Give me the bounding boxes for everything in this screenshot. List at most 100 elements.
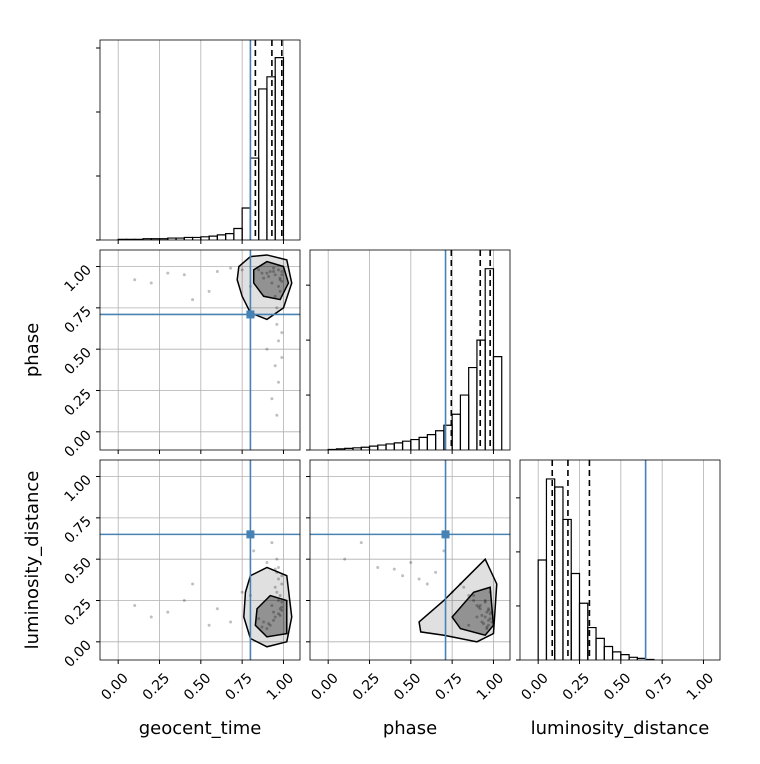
contour [451,586,495,637]
truth-marker [246,310,255,319]
sample-point [191,582,195,586]
histogram-bin [258,88,268,240]
sample-point [482,622,486,626]
sample-point [240,590,244,594]
sample-point [149,615,153,619]
sample-point [278,613,282,617]
histogram-bin [249,157,260,240]
sample-point [485,627,489,631]
panel-frame [519,459,721,661]
sample-point [277,380,281,384]
histogram-bin [484,268,495,450]
contour [418,557,498,643]
sample-point [273,294,277,298]
sample-point [467,623,471,627]
y-tick-label: 1.00 [61,472,94,505]
contour [254,594,288,638]
histogram-bin [241,207,252,240]
x-tick-label: 0.50 [181,670,214,703]
histogram-bin [266,76,276,240]
sample-point [277,284,281,288]
histogram-bin [476,339,486,450]
sample-point [191,298,195,302]
sample-point [280,600,284,604]
x-axis-label: geocent_time [139,718,262,739]
histogram-bin [426,434,437,450]
sample-point [273,615,277,619]
contour [243,566,293,648]
sample-point [267,622,271,626]
x-tick-label: 0.75 [642,670,675,703]
sample-point [277,268,281,272]
histogram-bin [216,234,227,240]
sample-point [215,607,219,611]
x-tick-label: 0.25 [350,670,383,703]
histogram-bin [401,440,412,450]
histogram-bin [595,637,605,660]
sample-point [425,582,429,586]
sample-point [278,289,282,293]
sample-point [273,273,277,277]
x-tick-label: 0.50 [601,670,634,703]
sample-point [268,269,272,273]
sample-point [278,607,282,611]
sample-point [272,610,276,614]
sample-point [480,620,484,624]
sample-point [268,623,272,627]
panel-frame [99,39,301,241]
histogram-bin [492,355,503,450]
sample-point [280,279,284,283]
x-tick-label: 0.25 [140,670,173,703]
x-tick-label: 0.75 [222,670,255,703]
panel-frame [309,459,511,661]
sample-point [483,598,487,602]
x-axis-label: luminosity_distance [531,718,710,739]
histogram-bin [570,572,581,660]
sample-point [277,598,281,602]
sample-point [272,618,276,622]
sample-point [277,612,281,616]
sample-point [417,577,421,581]
sample-point [280,608,284,612]
sample-point [265,347,269,351]
histogram-bin [410,438,420,450]
histogram-bin [578,602,589,660]
sample-point [272,269,276,273]
sample-point [260,271,264,275]
sample-point [392,567,396,571]
histogram-bin [468,366,478,450]
sample-point [265,627,269,631]
sample-point [401,574,405,578]
histogram-bin [208,235,218,240]
sample-point [409,560,413,564]
sample-point [149,281,153,285]
y-axis-label: phase [22,323,43,377]
sample-point [278,276,282,280]
y-tick-label: 1.00 [61,262,94,295]
sample-point [275,322,279,326]
histogram-bin [628,656,638,660]
sample-point [280,331,284,335]
sample-point [275,557,279,561]
sample-point [278,278,282,282]
sample-point [277,565,281,569]
sample-point [275,590,279,594]
histogram-bin [562,518,572,660]
sample-point [434,570,438,574]
sample-point [277,339,281,343]
histogram-bin [377,444,387,450]
x-tick-label: 0.00 [308,670,341,703]
sample-point [487,607,491,611]
sample-point [442,549,446,553]
histogram-bin [545,478,556,660]
sample-point [478,607,482,611]
y-tick-label: 0.50 [61,555,94,588]
sample-point [265,271,269,275]
sample-point [477,605,481,609]
sample-point [257,617,261,621]
y-tick-label: 0.75 [61,303,94,336]
y-tick-label: 0.25 [61,386,94,419]
sample-point [280,605,284,609]
x-tick-label: 1.00 [264,670,297,703]
